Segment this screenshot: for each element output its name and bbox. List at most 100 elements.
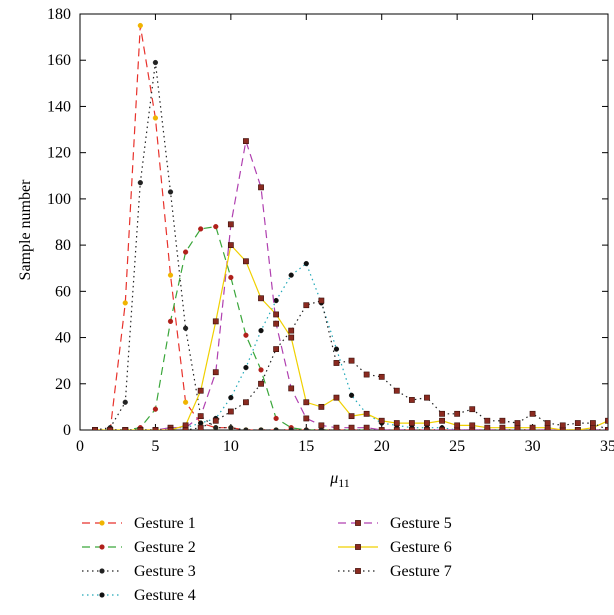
gesture-3-point: [243, 427, 249, 430]
legend-swatch-marker: [99, 520, 105, 526]
gesture-1-point: [122, 300, 128, 306]
gesture-7-line: [95, 299, 608, 430]
gesture-7-point: [333, 360, 340, 366]
gesture-5-point: [258, 184, 264, 191]
gesture-7-point: [469, 406, 476, 413]
gesture-6-point: [197, 387, 204, 394]
gesture-7-point: [137, 427, 144, 430]
gesture-6-point: [318, 403, 325, 410]
gesture-7-point: [167, 427, 174, 430]
legend-swatch-marker: [99, 568, 105, 574]
gesture-5-point: [227, 221, 234, 228]
gesture-7-point: [152, 427, 159, 430]
gesture-2-point: [228, 274, 234, 281]
gesture-6-point: [348, 413, 355, 420]
gesture-4-point: [348, 392, 355, 398]
gesture-3-point: [137, 180, 143, 186]
gesture-6-point: [499, 424, 506, 430]
gesture-6-point: [227, 242, 234, 249]
gesture-3-point: [318, 427, 324, 430]
gesture-5-point: [363, 424, 370, 430]
gesture-5-point: [333, 424, 340, 430]
legend-label: Gesture 5: [390, 515, 452, 532]
gesture-6-series: [92, 242, 608, 430]
gesture-6-point: [469, 422, 476, 429]
gesture-7-point: [484, 417, 491, 424]
gesture-7-point: [363, 371, 370, 378]
gesture-3-point: [183, 325, 189, 331]
gesture-4-point: [228, 395, 234, 401]
gesture-1-line: [95, 25, 608, 430]
gesture-7-point: [92, 427, 98, 430]
gesture-2-point: [258, 367, 264, 373]
series-group: [92, 22, 608, 430]
gesture-7-point: [107, 427, 114, 430]
gesture-7-point: [303, 302, 310, 309]
x-tick-label: 5: [151, 438, 159, 455]
gesture-2-point: [273, 415, 279, 422]
gesture-7-point: [378, 373, 385, 380]
gesture-7-point: [574, 420, 581, 426]
gesture-5-point: [378, 427, 385, 430]
gesture-2-point: [213, 224, 219, 230]
y-tick-label: 20: [55, 376, 71, 393]
gesture-5-point: [197, 413, 204, 420]
legend-label: Gesture 4: [134, 587, 196, 604]
gesture-3-point: [288, 427, 294, 430]
y-tick-label: 60: [55, 283, 71, 300]
gesture-7-series: [92, 297, 608, 430]
gesture-3-point: [228, 425, 234, 430]
gesture-7-point: [197, 424, 204, 430]
gesture-7-point: [182, 427, 189, 430]
gesture-7-point: [273, 346, 280, 353]
gesture-3-point: [122, 399, 128, 405]
legend-label: Gesture 7: [390, 563, 452, 580]
gesture-7-point: [424, 394, 430, 401]
gesture-3-point: [152, 59, 159, 66]
gesture-6-point: [424, 420, 430, 426]
x-axis-title: μ11: [329, 470, 350, 490]
gesture-7-point: [439, 410, 445, 417]
x-tick-label: 15: [298, 438, 314, 455]
legend: Gesture 1 Gesture 2 Gesture 3 Gesture 4 Gest…: [82, 515, 452, 604]
y-tick-label: 80: [55, 237, 71, 254]
gesture-5-point: [212, 369, 219, 376]
y-axis-title: Sample number: [17, 179, 34, 281]
gesture-4-point: [273, 297, 279, 304]
gesture-5-point: [424, 427, 430, 430]
gesture-4-point: [198, 420, 204, 426]
gesture-7-point: [393, 387, 400, 394]
legend-swatch-marker: [355, 544, 361, 550]
gesture-7-point: [227, 408, 234, 415]
gesture-5-point: [393, 427, 400, 430]
gesture-6-point: [439, 417, 445, 424]
gesture-7-point: [348, 357, 355, 364]
gesture-4-series: [92, 261, 608, 430]
gesture-7-point: [544, 420, 551, 426]
gesture-2-point: [198, 226, 204, 232]
gesture-2-point: [167, 318, 174, 324]
legend-swatch-marker: [355, 520, 361, 526]
y-tick-label: 100: [47, 191, 71, 208]
gesture-7-point: [559, 422, 566, 429]
gesture-5-point: [303, 415, 310, 422]
legend-item-gesture-4: Gesture 4: [82, 587, 196, 604]
gesture-6-point: [243, 258, 249, 265]
gesture-2-series: [92, 224, 608, 430]
gesture-4-point: [258, 328, 264, 334]
x-tick-label: 20: [374, 438, 390, 455]
gesture-6-point: [212, 318, 219, 325]
gesture-6-point: [273, 311, 280, 318]
gesture-7-point: [590, 420, 596, 426]
gesture-5-point: [348, 424, 355, 430]
legend-label: Gesture 1: [134, 515, 196, 532]
gesture-6-point: [605, 417, 608, 424]
gesture-3-series: [92, 59, 608, 430]
gesture-6-point: [408, 420, 415, 426]
gesture-5-point: [243, 138, 249, 145]
legend-swatch-marker: [99, 544, 105, 550]
gesture-6-point: [393, 420, 400, 426]
gesture-2-line: [95, 225, 608, 430]
plot-frame: [79, 13, 609, 431]
